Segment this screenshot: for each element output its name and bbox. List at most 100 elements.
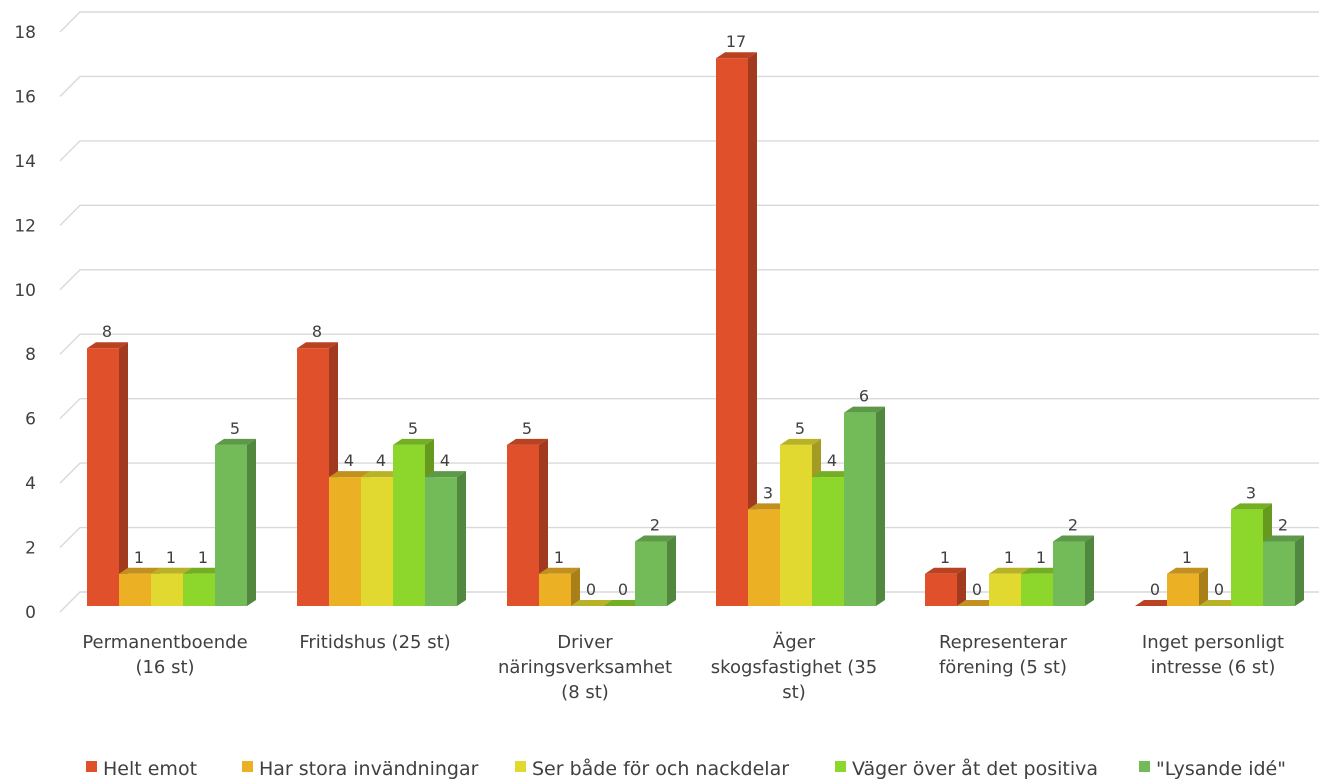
bar-top (1021, 567, 1062, 574)
bar-top (119, 567, 160, 574)
gridline (59, 333, 1319, 355)
category-label: st) (782, 682, 805, 703)
bar (1167, 567, 1208, 606)
data-label: 4 (827, 451, 837, 470)
legend-swatch (86, 761, 97, 772)
bar-front (119, 573, 151, 606)
bar-top (393, 438, 434, 445)
bar-top (989, 567, 1030, 574)
data-label: 1 (198, 548, 208, 567)
data-label: 3 (1246, 483, 1256, 502)
bar-top (1167, 567, 1208, 574)
bar-front (183, 573, 215, 606)
bar (844, 406, 885, 606)
y-axis-ticks: 0 2 4 6 8 10 12 14 16 18 (14, 23, 36, 623)
bar-side (876, 406, 885, 606)
legend: Helt emot Har stora invändningar Ser både … (86, 757, 1286, 780)
gridline (59, 75, 1319, 97)
category-label: förening (5 st) (939, 657, 1067, 678)
bar (1199, 600, 1240, 606)
bar-side (667, 535, 676, 606)
y-tick-label: 2 (25, 539, 36, 559)
bar-top (925, 567, 966, 574)
bar-top (297, 342, 338, 349)
category-label: Äger (773, 632, 816, 653)
bar-front (297, 348, 329, 606)
category-labels: Permanentboende (16 st) Fritidshus (25 st)… (82, 632, 1284, 703)
data-label: 1 (1036, 548, 1046, 567)
bar-front (925, 573, 957, 606)
data-label: 2 (650, 516, 660, 535)
data-label: 5 (408, 419, 418, 438)
legend-swatch (835, 761, 846, 772)
bar-front (1231, 509, 1263, 606)
data-label: 1 (554, 548, 564, 567)
data-label: 5 (230, 419, 240, 438)
bar (716, 52, 757, 606)
bar (635, 535, 676, 606)
data-label: 4 (344, 451, 354, 470)
bar-front (215, 444, 247, 606)
bar (603, 600, 644, 606)
bar-top (1231, 503, 1272, 510)
gridlines (59, 11, 1319, 613)
category-label: (16 st) (135, 657, 194, 678)
bar-top (1263, 535, 1304, 542)
bar-top (716, 52, 757, 59)
data-label: 2 (1068, 516, 1078, 535)
bar-top (1135, 600, 1176, 606)
gridline (59, 269, 1319, 291)
category-label: Fritidshus (25 st) (299, 632, 450, 653)
data-label: 1 (166, 548, 176, 567)
data-label: 0 (618, 580, 628, 599)
bar-side (1295, 535, 1304, 606)
bar-side (119, 342, 128, 606)
y-tick-label: 18 (14, 23, 36, 43)
bar-side (247, 438, 256, 606)
legend-label: "Lysande idé" (1156, 758, 1286, 780)
bar-front (1167, 573, 1199, 606)
bar (507, 438, 548, 606)
bar-top (151, 567, 192, 574)
bar-top (329, 471, 370, 478)
bar-top (603, 600, 644, 606)
category-label: (8 st) (561, 682, 609, 703)
category-label: skogsfastighet (35 (711, 657, 877, 678)
bar-top (507, 438, 548, 445)
bar-top (87, 342, 128, 349)
category-label: Inget personligt (1142, 632, 1284, 653)
gridline (59, 204, 1319, 226)
bar-front (780, 444, 812, 606)
legend-swatch (1139, 761, 1150, 772)
data-label: 0 (1150, 580, 1160, 599)
bar-front (812, 477, 844, 606)
bar-top (425, 471, 466, 478)
bar-front (425, 477, 457, 606)
bar (957, 600, 998, 606)
bar-top (361, 471, 402, 478)
bar-side (1085, 535, 1094, 606)
y-tick-label: 12 (14, 216, 36, 236)
y-tick-label: 4 (25, 474, 36, 494)
y-tick-label: 0 (25, 603, 36, 623)
legend-item: Ser både för och nackdelar (515, 757, 789, 780)
legend-item: Har stora invändningar (242, 758, 479, 780)
bar-front (87, 348, 119, 606)
data-label: 1 (134, 548, 144, 567)
bar-front (507, 444, 539, 606)
bar (1263, 535, 1304, 606)
bar (1135, 600, 1176, 606)
bars (87, 52, 1304, 606)
bar (1053, 535, 1094, 606)
bar-front (1021, 573, 1053, 606)
category-label: näringsverksamhet (498, 657, 672, 678)
legend-item: Helt emot (86, 758, 197, 780)
bar-top (183, 567, 224, 574)
bar-front (635, 541, 667, 606)
category-label: Permanentboende (82, 632, 247, 653)
legend-label: Väger över åt det positiva (852, 757, 1098, 780)
bar-top (539, 567, 580, 574)
y-tick-label: 14 (14, 152, 36, 172)
bar-front (151, 573, 183, 606)
data-label: 1 (1182, 548, 1192, 567)
